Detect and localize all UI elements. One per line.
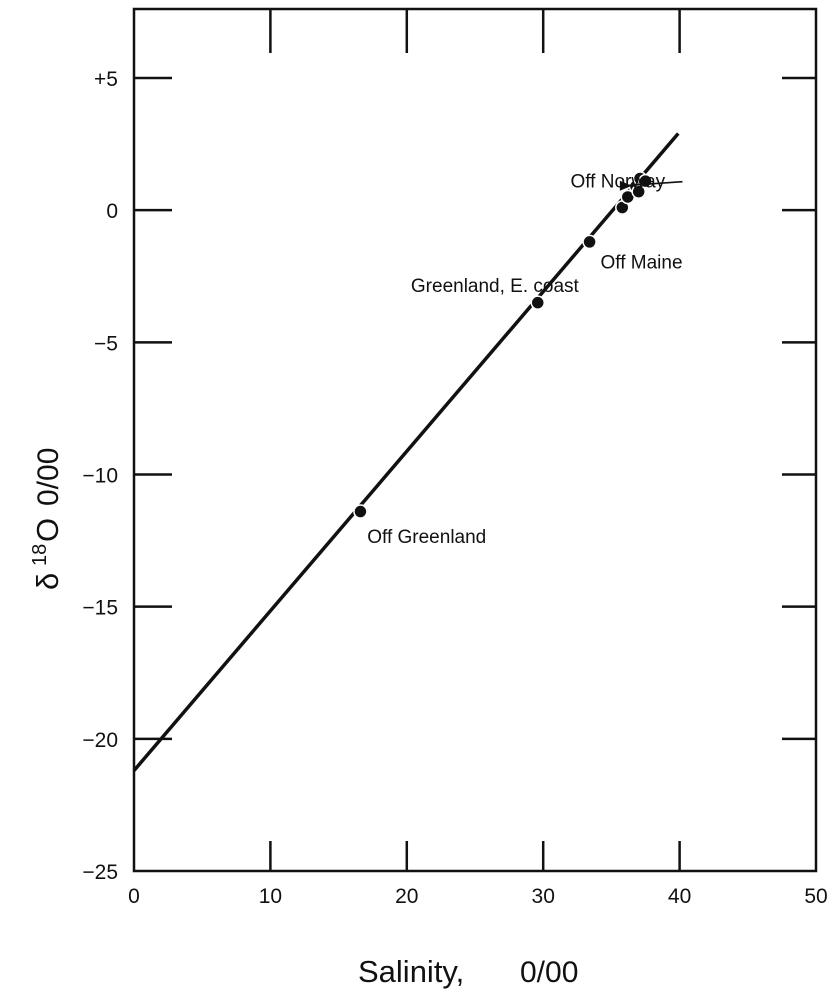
- x-axis-unit: 0/00: [520, 956, 578, 989]
- annotation-label: Off Norway: [570, 172, 665, 193]
- plot-frame: [132, 7, 818, 873]
- data-point: [530, 295, 545, 310]
- x-tick-label: 40: [668, 885, 691, 908]
- ticks-group: [134, 9, 816, 871]
- y-axis-label: δ 18 O 0/00: [29, 448, 65, 590]
- y-tick-label: −25: [82, 861, 118, 884]
- x-axis-label: Salinity,: [358, 954, 464, 989]
- y-tick-label: −20: [82, 729, 118, 752]
- y-tick-label: −10: [82, 465, 118, 488]
- y-tick-label: −5: [94, 332, 118, 355]
- annotation-arrow-head: [619, 180, 632, 191]
- data-points-group: [353, 171, 653, 519]
- y-tick-label: +5: [94, 68, 118, 91]
- data-point: [582, 234, 597, 250]
- data-point: [353, 504, 368, 519]
- regression-line: [132, 132, 680, 772]
- annotation-label: Off Greenland: [367, 527, 486, 548]
- x-tick-label: 30: [532, 885, 555, 908]
- y-tick-label: −15: [82, 597, 118, 620]
- annotations-group: Off Norway Off Maine Greenland, E. coast Of…: [367, 172, 683, 548]
- tick-labels-group: 0 10 20 30 40 50 +5 0 −5 −10 −15 −20 −25: [82, 68, 827, 908]
- annotation-label: Off Maine: [600, 252, 682, 273]
- y-tick-label: 0: [106, 200, 118, 223]
- x-tick-label: 0: [128, 885, 140, 908]
- y-axis-label-prefix: δ: [30, 573, 65, 590]
- annotation-label: Greenland, E. coast: [411, 276, 580, 297]
- y-axis-label-sup: 18: [29, 544, 51, 566]
- x-tick-label: 10: [259, 885, 282, 908]
- x-tick-label: 50: [804, 885, 827, 908]
- y-axis-label-main: O: [30, 518, 65, 542]
- x-tick-label: 20: [395, 885, 418, 908]
- annotation-arrow-shaft: [623, 180, 683, 187]
- y-axis-label-unit: 0/00: [32, 448, 65, 506]
